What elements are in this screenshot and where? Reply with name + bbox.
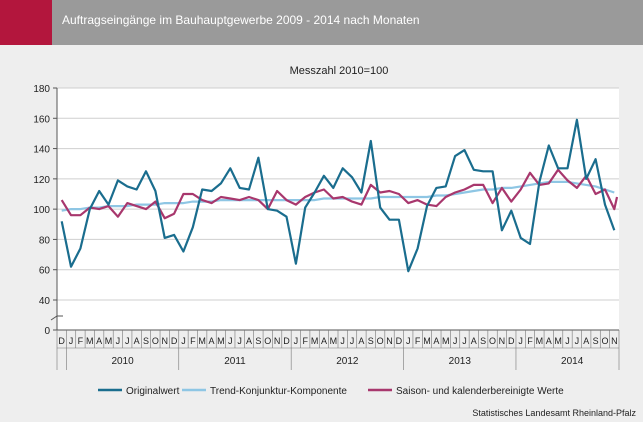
axis-break-mark bbox=[50, 315, 63, 321]
x-tick-label: M bbox=[554, 336, 562, 346]
page-title: Auftragseingänge im Bauhauptgewerbe 2009… bbox=[62, 13, 420, 27]
x-tick-label: N bbox=[161, 336, 168, 346]
series-line-0 bbox=[60, 118, 616, 273]
x-tick-label: A bbox=[358, 336, 364, 346]
x-tick-label: J bbox=[294, 336, 299, 346]
x-tick-label: A bbox=[134, 336, 140, 346]
y-tick-label: 80 bbox=[39, 235, 51, 246]
x-tick-label: D bbox=[508, 336, 515, 346]
x-tick-label: D bbox=[171, 336, 178, 346]
y-tick-label: 40 bbox=[39, 296, 51, 307]
x-tick-label: J bbox=[181, 336, 186, 346]
x-tick-label: M bbox=[423, 336, 431, 346]
gridlines bbox=[57, 87, 619, 301]
chart-title: Messzahl 2010=100 bbox=[290, 65, 389, 77]
source-note: Statistisches Landesamt Rheinland-Pfalz bbox=[472, 408, 636, 418]
header-bar: Auftragseingänge im Bauhauptgewerbe 2009… bbox=[0, 0, 643, 45]
x-tick-label: A bbox=[96, 336, 102, 346]
x-tick-label: M bbox=[442, 336, 450, 346]
x-tick-label: F bbox=[78, 336, 84, 346]
x-tick-label: F bbox=[302, 336, 308, 346]
x-tick-label: S bbox=[480, 336, 486, 346]
x-tick-label: J bbox=[565, 336, 570, 346]
x-tick-label: J bbox=[350, 336, 355, 346]
x-tick-label: S bbox=[593, 336, 599, 346]
x-tick-label: N bbox=[499, 336, 506, 346]
y-tick-label: 140 bbox=[33, 145, 50, 156]
x-tick-label: M bbox=[86, 336, 94, 346]
x-tick-label: A bbox=[471, 336, 477, 346]
x-tick-label: J bbox=[116, 336, 121, 346]
x-tick-label: D bbox=[58, 336, 65, 346]
x-tick-label: J bbox=[453, 336, 458, 346]
series-lines bbox=[60, 118, 619, 273]
x-tick-label: S bbox=[255, 336, 261, 346]
x-tick-label: J bbox=[228, 336, 233, 346]
x-tick-label: A bbox=[546, 336, 552, 346]
x-tick-label: M bbox=[311, 336, 319, 346]
x-tick-label: A bbox=[246, 336, 252, 346]
x-tick-label: D bbox=[283, 336, 290, 346]
x-tick-label: M bbox=[536, 336, 544, 346]
axes bbox=[50, 87, 620, 370]
x-tick-label: J bbox=[462, 336, 467, 346]
chart-panel: 0 40 60 80 100 120 140 160 180 D J F M A M J J A S O N D J F M A M… bbox=[0, 45, 643, 422]
year-label: 2011 bbox=[224, 356, 246, 367]
x-tick-label: S bbox=[368, 336, 374, 346]
x-tick-label: J bbox=[237, 336, 242, 346]
y-tick-label: 180 bbox=[33, 84, 50, 95]
x-tick-label: N bbox=[386, 336, 393, 346]
x-tick-label: N bbox=[274, 336, 281, 346]
y-tick-label: 120 bbox=[33, 175, 50, 186]
x-tick-label: A bbox=[209, 336, 215, 346]
x-tick-label: S bbox=[143, 336, 149, 346]
year-label: 2012 bbox=[336, 356, 359, 367]
x-tick-label: M bbox=[105, 336, 113, 346]
legend-label: Trend-Konjunktur-Komponente bbox=[210, 386, 347, 397]
x-tick-label: J bbox=[125, 336, 130, 346]
header-accent bbox=[0, 0, 52, 45]
x-tick-label: O bbox=[377, 336, 384, 346]
year-label: 2014 bbox=[561, 356, 584, 367]
y-tick-label: 160 bbox=[33, 114, 50, 125]
x-tick-label: J bbox=[340, 336, 345, 346]
x-tick-label: M bbox=[330, 336, 338, 346]
legend: Originalwert Trend-Konjunktur-Komponente S… bbox=[98, 386, 564, 397]
series-line-2 bbox=[60, 168, 619, 220]
y-tick-label: 60 bbox=[39, 266, 51, 277]
x-tick-label: F bbox=[415, 336, 421, 346]
x-tick-label: M bbox=[198, 336, 206, 346]
x-tick-label: O bbox=[489, 336, 496, 346]
x-tick-label: O bbox=[601, 336, 608, 346]
x-tick-label: O bbox=[152, 336, 159, 346]
y-tick-label: 0 bbox=[44, 326, 50, 337]
x-tick-label: A bbox=[583, 336, 589, 346]
y-tick-label: 100 bbox=[33, 205, 50, 216]
x-tick-label: M bbox=[217, 336, 225, 346]
x-tick-label: D bbox=[396, 336, 403, 346]
year-label: 2010 bbox=[111, 356, 134, 367]
legend-label: Originalwert bbox=[126, 386, 180, 397]
x-tick-label: J bbox=[575, 336, 580, 346]
x-tick-label: F bbox=[527, 336, 533, 346]
x-tick-label: J bbox=[406, 336, 411, 346]
x-tick-label: N bbox=[611, 336, 618, 346]
x-tick-label: J bbox=[69, 336, 74, 346]
x-tick-label: O bbox=[264, 336, 271, 346]
x-tick-label: J bbox=[518, 336, 523, 346]
x-tick-label: F bbox=[190, 336, 196, 346]
x-tick-label: A bbox=[433, 336, 439, 346]
legend-label: Saison- und kalenderbereinigte Werte bbox=[396, 386, 564, 397]
year-label: 2013 bbox=[449, 356, 472, 367]
x-tick-label: A bbox=[321, 336, 327, 346]
